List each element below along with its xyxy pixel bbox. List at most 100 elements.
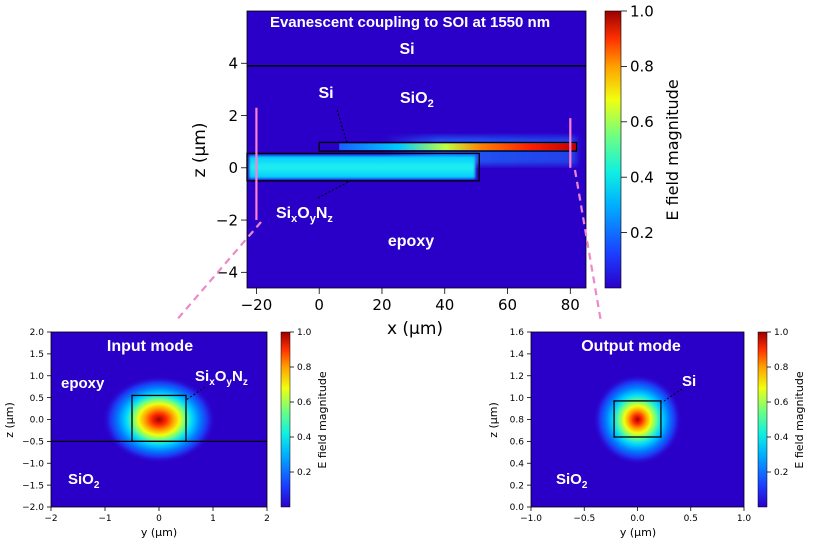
sixoynz-part: z [243,377,248,388]
input-label-epoxy: epoxy [61,375,105,392]
y-tick-label: 0.0 [30,416,45,426]
y-tick-label: 1.5 [30,350,44,360]
input-mode-chart: Input mode epoxy SixOyNz SiO2 −2 −1 0 1 2 −2… [3,328,329,539]
colorbar-tick-label: 0.4 [630,168,654,186]
output-colorbar-label: E field magnitude [793,371,806,468]
sixoynz-part: y [310,213,317,225]
x-tick-label: 0 [156,514,162,524]
input-colorbar [280,331,291,508]
main-label-sixoynz: SixOyNz [276,205,333,225]
x-tick-label: −2 [44,514,57,524]
output-y-ticks: 0.0 0.2 0.4 0.6 0.8 1.0 1.2 1.4 1.6 [510,328,531,513]
x-tick-label: 20 [372,296,391,314]
colorbar-tick-label: 0.4 [774,433,789,443]
x-tick-label: 1 [210,514,216,524]
x-tick-label: −1 [98,514,111,524]
colorbar-tick-label: 0.6 [774,398,789,408]
main-colorbar [604,10,622,289]
input-colorbar-ticks: 0.2 0.4 0.6 0.8 1.0 [290,328,312,478]
input-colorbar-label: E field magnitude [316,371,329,468]
y-tick-label: 1.2 [510,372,524,382]
y-tick-label: 0.4 [510,459,525,469]
x-tick-label: 1.0 [737,514,752,524]
main-label-si-strip: Si [318,85,333,102]
y-tick-label: −2.0 [22,503,44,513]
x-tick-label: 0 [314,296,324,314]
y-tick-label: 2.0 [30,328,45,338]
output-label-si: Si [682,373,696,390]
y-tick-label: 1.4 [510,350,525,360]
sixoynz-part: x [291,213,298,225]
y-tick-label: 0.0 [510,503,525,513]
output-x-label: y (μm) [620,526,656,539]
sio2-in: SiO [68,471,94,488]
y-tick-label: 0.5 [30,394,44,404]
sixoynz-pointer [317,181,349,199]
main-colorbar-label: E field magnitude [663,79,682,220]
sio2-main: SiO [400,90,428,107]
colorbar-tick-label: 1.0 [774,328,789,338]
main-colorbar-ticks: 0.2 0.4 0.6 0.8 1.0 [621,2,654,242]
input-core-outline [131,394,187,443]
colorbar-tick-label: 1.0 [630,2,654,20]
output-x-ticks: −1.0 −0.5 0.0 0.5 1.0 [520,507,751,524]
input-x-label: y (μm) [141,526,177,539]
main-y-ticks: −4 −2 0 2 4 [216,55,247,282]
main-title: Evanescent coupling to SOI at 1550 nm [270,14,550,31]
main-label-si-top: Si [399,41,414,58]
x-tick-label: −1.0 [520,514,542,524]
si-pointer [336,109,348,144]
colorbar-tick-label: 0.4 [297,433,312,443]
input-connector [174,221,262,323]
colorbar-tick-label: 0.8 [297,363,312,373]
main-chart: Evanescent coupling to SOI at 1550 nm Si… [190,2,682,339]
main-x-label: x (μm) [387,319,443,339]
sixoynz-part: O [215,368,227,385]
colorbar-tick-label: 0.8 [630,58,654,76]
output-label-sio2: SiO2 [556,471,588,491]
y-tick-label: 0.2 [510,481,524,491]
output-core-outline [613,400,662,438]
sixoynz-part: Si [195,368,209,385]
sixoynz-part: N [232,368,243,385]
input-y-label: z (μm) [3,402,16,438]
y-tick-label: 2 [228,107,238,125]
x-tick-label: −20 [241,296,273,314]
colorbar-tick-label: 0.2 [630,224,654,242]
input-mode-profile [102,375,216,464]
input-title: Input mode [107,338,193,355]
y-tick-label: 1.0 [510,394,525,404]
sixoynz-part: O [297,205,309,222]
y-tick-label: −4 [216,264,238,282]
input-y-ticks: −2.0 −1.5 −1.0 −0.5 0.0 0.5 1.0 1.5 2.0 [22,328,51,513]
output-mode-chart: Output mode Si SiO2 −1.0 −0.5 0.0 0.5 1.0 0.… [487,328,806,539]
x-tick-label: −0.5 [573,514,595,524]
main-y-label: z (μm) [190,123,210,178]
x-tick-label: 40 [435,296,454,314]
main-x-ticks: −20 0 20 40 60 80 [241,288,580,314]
main-label-sio2: SiO2 [400,90,434,110]
input-label-sixoynz: SixOyNz [195,368,248,388]
sixoynz-part: Si [276,205,291,222]
output-title: Output mode [581,338,681,355]
sixoynz-part: y [226,377,232,388]
main-label-epoxy: epoxy [388,233,434,250]
x-tick-label: 0.0 [630,514,645,524]
colorbar-tick-label: 0.2 [297,468,311,478]
y-tick-label: −1.0 [22,459,44,469]
colorbar-tick-label: 0.2 [774,468,788,478]
y-tick-label: 0.8 [510,416,525,426]
input-label-sio2: SiO2 [68,471,100,491]
y-tick-label: −1.5 [22,481,44,491]
x-tick-label: 0.5 [684,514,698,524]
si-strip-outline [318,141,578,152]
y-tick-label: 1.0 [30,372,45,382]
sio2-sub-main: 2 [428,98,434,110]
sixoynz-core-field [249,155,476,179]
output-colorbar [757,331,768,508]
y-tick-label: −0.5 [22,438,44,448]
output-connector [573,169,603,323]
input-x-ticks: −2 −1 0 1 2 [44,507,270,524]
x-tick-label: 2 [264,514,270,524]
